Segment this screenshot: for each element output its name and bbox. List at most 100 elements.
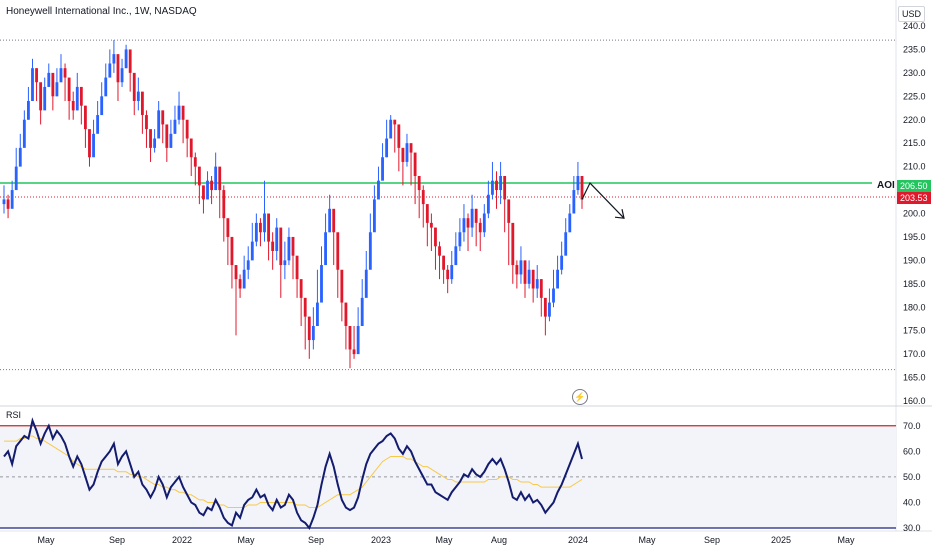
candle-body xyxy=(503,176,507,200)
candle-body xyxy=(100,96,104,116)
candle-body xyxy=(59,68,63,83)
candle-body xyxy=(230,236,234,266)
price-tick-label: 190.0 xyxy=(903,255,926,265)
candle-body xyxy=(210,180,214,191)
candle-body xyxy=(55,82,59,97)
time-tick-label: Sep xyxy=(704,535,720,545)
time-tick-label: Aug xyxy=(491,535,507,545)
last-price-tag: 203.53 xyxy=(897,192,931,204)
price-tick-label: 230.0 xyxy=(903,68,926,78)
candle-body xyxy=(417,176,421,191)
candle-body xyxy=(120,68,124,83)
price-tick-label: 235.0 xyxy=(903,44,926,54)
candle-body xyxy=(226,218,230,237)
candle-body xyxy=(67,77,71,101)
candle-body xyxy=(169,133,173,148)
candle-body xyxy=(307,316,311,341)
candle-body xyxy=(177,105,181,120)
candle-body xyxy=(324,232,327,266)
candle-body xyxy=(96,115,100,134)
candle-body xyxy=(507,199,511,223)
candle-body xyxy=(368,232,372,270)
candle-body xyxy=(397,124,401,148)
rsi-indicator-label[interactable]: RSI xyxy=(6,410,22,420)
candle-body xyxy=(218,166,222,191)
price-tick-label: 215.0 xyxy=(903,138,926,148)
candle-body xyxy=(279,227,283,266)
candle-body xyxy=(556,269,559,289)
price-tick-label: 210.0 xyxy=(903,162,926,172)
time-tick-label: Sep xyxy=(308,535,324,545)
candle-body xyxy=(364,269,368,298)
candle-body xyxy=(515,265,519,275)
price-tick-label: 225.0 xyxy=(903,91,926,101)
candle-body xyxy=(572,190,576,214)
candle-body xyxy=(145,115,148,130)
candle-body xyxy=(43,86,47,111)
candle-body xyxy=(206,180,209,200)
candle-body xyxy=(267,213,270,242)
candle-body xyxy=(79,86,83,106)
candle-body xyxy=(482,213,486,233)
candle-body xyxy=(173,119,177,134)
candle-body xyxy=(409,143,413,153)
candle-body xyxy=(153,138,157,148)
candle-body xyxy=(149,129,152,148)
candle-body xyxy=(165,124,169,148)
candle-body xyxy=(112,54,116,64)
candle-body xyxy=(47,72,51,87)
aoi-price-tag: 206.50 xyxy=(897,180,931,192)
candle-body xyxy=(140,91,144,116)
candle-body xyxy=(523,260,527,284)
time-tick-label: May xyxy=(237,535,255,545)
candle-body xyxy=(2,199,6,205)
candle-body xyxy=(491,180,494,195)
rsi-tick-label: 30.0 xyxy=(903,523,921,533)
aoi-label: AOI xyxy=(877,180,895,191)
rsi-tick-label: 50.0 xyxy=(903,472,921,482)
candle-body xyxy=(214,166,218,191)
price-tick-label: 160.0 xyxy=(903,396,926,406)
candle-body xyxy=(356,326,360,355)
price-tick-label: 175.0 xyxy=(903,326,926,336)
candle-body xyxy=(442,255,446,270)
lightning-icon[interactable]: ⚡ xyxy=(572,389,588,405)
candle-body xyxy=(552,288,555,303)
candle-body xyxy=(511,222,515,266)
candle-body xyxy=(450,265,454,280)
candle-body xyxy=(560,255,564,270)
candle-body xyxy=(238,279,242,289)
candle-body xyxy=(250,241,254,261)
candle-body xyxy=(413,152,417,176)
candle-body xyxy=(328,208,332,233)
candle-body xyxy=(161,110,165,125)
price-tick-label: 170.0 xyxy=(903,349,926,359)
projection-arrow xyxy=(581,181,625,219)
candle-body xyxy=(438,246,441,256)
candle-body xyxy=(189,138,193,158)
rsi-tick-label: 70.0 xyxy=(903,421,921,431)
candle-body xyxy=(405,143,409,162)
candle-body xyxy=(393,119,397,125)
candle-body xyxy=(580,176,584,200)
candle-body xyxy=(291,236,295,256)
candle-body xyxy=(283,260,287,266)
candle-body xyxy=(10,190,14,209)
candle-body xyxy=(434,227,437,247)
candle-body xyxy=(242,269,246,289)
candle-body xyxy=(92,133,95,158)
candle-body xyxy=(22,119,26,148)
candle-body xyxy=(470,208,474,228)
candle-body xyxy=(71,101,75,111)
candle-body xyxy=(299,279,303,298)
rsi-line xyxy=(3,417,583,530)
price-tick-label: 200.0 xyxy=(903,209,926,219)
candle-body xyxy=(499,176,503,191)
rsi-tick-label: 60.0 xyxy=(903,446,921,456)
candle-body xyxy=(458,232,462,247)
currency-button[interactable]: USD xyxy=(898,6,926,22)
candle-body xyxy=(124,49,128,69)
time-tick-label: 2023 xyxy=(371,535,391,545)
candle-body xyxy=(259,222,262,233)
